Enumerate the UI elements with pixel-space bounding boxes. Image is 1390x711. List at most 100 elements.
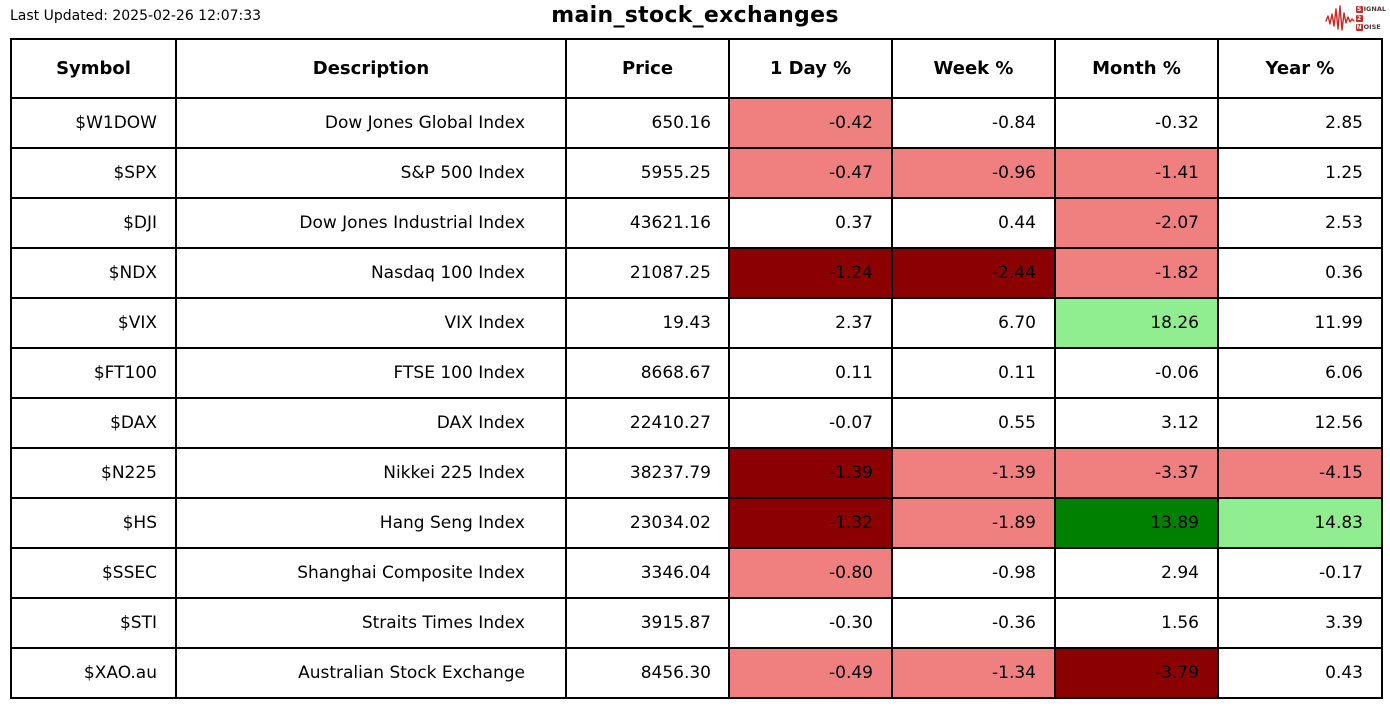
column-header-price: Price (565, 38, 730, 99)
day-change-cell: -0.47 (728, 147, 893, 199)
waveform-icon (1324, 5, 1355, 31)
column-header-year: Year % (1217, 38, 1383, 99)
year-change-cell: 0.36 (1217, 247, 1383, 299)
table-row: $DAX DAX Index 22410.27 -0.07 0.55 3.12 12.56 (10, 397, 1383, 449)
day-change-cell: -0.07 (728, 397, 893, 449)
day-change-cell: 0.11 (728, 347, 893, 399)
logo-text: S IGNAL 2 N OISE (1355, 5, 1386, 32)
week-change-cell: -0.96 (891, 147, 1056, 199)
description-cell: Nasdaq 100 Index (175, 247, 567, 299)
week-change-cell: 0.44 (891, 197, 1056, 249)
price-cell: 21087.25 (565, 247, 730, 299)
table-row: $HS Hang Seng Index 23034.02 -1.32 -1.89 13.8… (10, 497, 1383, 549)
month-change-cell: -0.32 (1054, 97, 1219, 149)
price-cell: 19.43 (565, 297, 730, 349)
day-change-cell: 2.37 (728, 297, 893, 349)
description-cell: Straits Times Index (175, 597, 567, 649)
table-row: $DJI Dow Jones Industrial Index 43621.16 0.… (10, 197, 1383, 249)
table-row: $N225 Nikkei 225 Index 38237.79 -1.39 -1.39-… (10, 447, 1383, 499)
price-cell: 3346.04 (565, 547, 730, 599)
table-row: $STI Straits Times Index 3915.87 -0.30 -0.36… (10, 597, 1383, 649)
symbol-cell: $SPX (10, 147, 177, 199)
top-bar: Last Updated: 2025-02-26 12:07:33 main_s… (0, 0, 1390, 38)
description-cell: Australian Stock Exchange (175, 647, 567, 699)
week-change-cell: 0.11 (891, 347, 1056, 399)
day-change-cell: -1.39 (728, 447, 893, 499)
price-cell: 43621.16 (565, 197, 730, 249)
week-change-cell: -1.34 (891, 647, 1056, 699)
symbol-cell: $DAX (10, 397, 177, 449)
day-change-cell: -0.30 (728, 597, 893, 649)
day-change-cell: 0.37 (728, 197, 893, 249)
table-row: $XAO.au Australian Stock Exchange 8456.30-… (10, 647, 1383, 699)
symbol-cell: $HS (10, 497, 177, 549)
price-cell: 3915.87 (565, 597, 730, 649)
month-change-cell: 2.94 (1054, 547, 1219, 599)
last-updated-timestamp: Last Updated: 2025-02-26 12:07:33 (10, 8, 262, 24)
table-row: $SPX S&P 500 Index 5955.25 -0.47 -0.96 -1.41 1… (10, 147, 1383, 199)
month-change-cell: -0.06 (1054, 347, 1219, 399)
week-change-cell: -0.36 (891, 597, 1056, 649)
description-cell: DAX Index (175, 397, 567, 449)
year-change-cell: 11.99 (1217, 297, 1383, 349)
symbol-cell: $NDX (10, 247, 177, 299)
month-change-cell: 18.26 (1054, 297, 1219, 349)
day-change-cell: -0.42 (728, 97, 893, 149)
year-change-cell: 6.06 (1217, 347, 1383, 399)
signal2noise-logo: S IGNAL 2 N OISE (1324, 1, 1386, 35)
description-cell: FTSE 100 Index (175, 347, 567, 399)
column-header-week: Week % (891, 38, 1056, 99)
day-change-cell: -0.80 (728, 547, 893, 599)
month-change-cell: -3.37 (1054, 447, 1219, 499)
symbol-cell: $DJI (10, 197, 177, 249)
table-row: $SSEC Shanghai Composite Index 3346.04 -0.8… (10, 547, 1383, 599)
day-change-cell: -1.32 (728, 497, 893, 549)
year-change-cell: 0.43 (1217, 647, 1383, 699)
month-change-cell: -1.82 (1054, 247, 1219, 299)
logo-letter-n: N (1355, 23, 1363, 31)
page-title: main_stock_exchanges (551, 3, 839, 28)
logo-line-noise: N OISE (1355, 23, 1386, 32)
week-change-cell: -0.98 (891, 547, 1056, 599)
symbol-cell: $XAO.au (10, 647, 177, 699)
year-change-cell: 14.83 (1217, 497, 1383, 549)
table-body: $W1DOW Dow Jones Global Index 650.16 -0.42-… (10, 97, 1383, 699)
week-change-cell: -2.44 (891, 247, 1056, 299)
year-change-cell: 1.25 (1217, 147, 1383, 199)
week-change-cell: -0.84 (891, 97, 1056, 149)
month-change-cell: -2.07 (1054, 197, 1219, 249)
symbol-cell: $SSEC (10, 547, 177, 599)
year-change-cell: 2.53 (1217, 197, 1383, 249)
year-change-cell: 2.85 (1217, 97, 1383, 149)
description-cell: VIX Index (175, 297, 567, 349)
year-change-cell: 3.39 (1217, 597, 1383, 649)
month-change-cell: -3.79 (1054, 647, 1219, 699)
year-change-cell: -0.17 (1217, 547, 1383, 599)
symbol-cell: $FT100 (10, 347, 177, 399)
description-cell: Dow Jones Industrial Index (175, 197, 567, 249)
price-cell: 8456.30 (565, 647, 730, 699)
description-cell: Hang Seng Index (175, 497, 567, 549)
description-cell: S&P 500 Index (175, 147, 567, 199)
symbol-cell: $N225 (10, 447, 177, 499)
week-change-cell: -1.39 (891, 447, 1056, 499)
table-header-row: Symbol Description Price 1 Day % Week % … (10, 38, 1383, 99)
column-header-description: Description (175, 38, 567, 99)
price-cell: 5955.25 (565, 147, 730, 199)
price-cell: 23034.02 (565, 497, 730, 549)
month-change-cell: 3.12 (1054, 397, 1219, 449)
day-change-cell: -1.24 (728, 247, 893, 299)
day-change-cell: -0.49 (728, 647, 893, 699)
column-header-symbol: Symbol (10, 38, 177, 99)
table-row: $W1DOW Dow Jones Global Index 650.16 -0.42-… (10, 97, 1383, 149)
price-cell: 650.16 (565, 97, 730, 149)
logo-letter-s: S (1355, 5, 1363, 13)
description-cell: Nikkei 225 Index (175, 447, 567, 499)
symbol-cell: $W1DOW (10, 97, 177, 149)
description-cell: Shanghai Composite Index (175, 547, 567, 599)
month-change-cell: -1.41 (1054, 147, 1219, 199)
column-header-month: Month % (1054, 38, 1219, 99)
logo-line-two: 2 (1355, 14, 1386, 23)
stock-exchanges-table: Symbol Description Price 1 Day % Week % … (10, 38, 1383, 699)
month-change-cell: 1.56 (1054, 597, 1219, 649)
